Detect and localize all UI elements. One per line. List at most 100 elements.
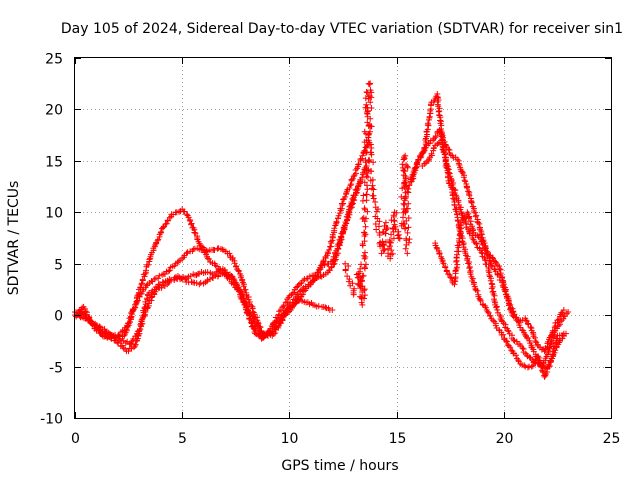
data-point xyxy=(139,288,146,295)
data-point xyxy=(546,363,553,370)
data-point xyxy=(359,273,366,280)
data-point xyxy=(368,94,375,101)
data-point xyxy=(443,164,450,171)
data-point xyxy=(424,120,431,127)
y-tick-label: 5 xyxy=(54,258,63,274)
data-point xyxy=(445,146,452,153)
data-point xyxy=(361,179,368,186)
data-point xyxy=(373,208,380,215)
data-point xyxy=(158,229,165,236)
y-tick-label: -10 xyxy=(40,412,63,428)
data-point xyxy=(347,282,354,289)
data-point xyxy=(149,278,156,285)
data-point xyxy=(132,341,139,348)
data-point xyxy=(482,304,489,311)
data-point xyxy=(367,99,374,106)
data-point xyxy=(473,240,480,247)
data-point xyxy=(380,247,387,254)
data-point xyxy=(239,298,246,305)
x-axis-label: GPS time / hours xyxy=(281,458,398,474)
data-point xyxy=(133,330,140,337)
grid-lines xyxy=(75,58,611,418)
data-point xyxy=(93,322,100,329)
data-point xyxy=(242,306,249,313)
data-point xyxy=(361,139,368,146)
data-point xyxy=(217,266,224,273)
data-point xyxy=(338,233,345,240)
data-point xyxy=(344,273,351,280)
data-point xyxy=(367,177,374,184)
data-point xyxy=(359,289,366,296)
data-point xyxy=(401,154,408,161)
data-point xyxy=(330,261,337,268)
data-point xyxy=(537,363,544,370)
data-point xyxy=(346,184,353,191)
data-point xyxy=(107,334,114,341)
data-point xyxy=(372,199,379,205)
data-point xyxy=(276,308,283,315)
data-point xyxy=(331,260,338,267)
data-point xyxy=(477,296,484,303)
data-point xyxy=(143,295,150,302)
data-point xyxy=(191,229,198,236)
data-point xyxy=(525,335,532,342)
data-point xyxy=(419,150,426,157)
data-point xyxy=(475,234,482,241)
data-point xyxy=(505,342,512,349)
data-point xyxy=(96,323,103,330)
data-point xyxy=(309,277,316,284)
data-point xyxy=(549,327,556,334)
data-point xyxy=(145,261,152,268)
data-point xyxy=(134,297,141,304)
data-point xyxy=(462,178,469,185)
data-points xyxy=(72,80,572,380)
data-point xyxy=(349,195,356,202)
data-point xyxy=(364,208,371,215)
data-point xyxy=(474,287,481,294)
data-point xyxy=(203,247,210,254)
data-point xyxy=(392,223,399,230)
data-point xyxy=(473,212,480,219)
x-tick-label: 5 xyxy=(178,431,187,447)
data-point xyxy=(479,241,486,248)
data-point xyxy=(191,245,198,252)
data-point xyxy=(489,254,496,261)
data-point xyxy=(375,206,382,213)
data-point xyxy=(369,192,376,199)
data-point xyxy=(326,306,333,313)
data-point xyxy=(386,243,393,250)
data-point xyxy=(360,214,367,221)
data-point xyxy=(495,263,502,270)
data-point xyxy=(337,237,344,244)
data-point xyxy=(538,363,545,370)
data-point xyxy=(531,359,538,366)
data-point xyxy=(560,307,567,313)
data-point xyxy=(455,160,462,167)
data-point xyxy=(402,209,409,216)
data-point xyxy=(500,331,507,338)
data-point xyxy=(430,144,437,151)
data-point xyxy=(527,324,534,331)
data-point xyxy=(545,338,552,345)
data-point xyxy=(242,286,249,293)
data-point xyxy=(382,230,389,237)
tick-labels: 0 5 10 15 20 25 -10 -5 0 5 10 15 20 25 xyxy=(40,52,620,448)
data-point xyxy=(248,319,255,326)
data-point xyxy=(368,89,375,96)
data-point xyxy=(101,326,108,333)
data-point xyxy=(382,219,389,226)
data-point xyxy=(453,208,460,215)
data-point xyxy=(363,182,370,189)
data-point xyxy=(245,294,252,301)
data-point xyxy=(505,328,512,335)
data-point xyxy=(181,252,188,259)
data-point xyxy=(138,290,145,297)
data-point xyxy=(154,237,161,244)
data-point xyxy=(79,304,86,311)
data-point xyxy=(161,282,168,289)
data-point xyxy=(206,255,213,262)
data-point xyxy=(376,218,383,225)
data-point xyxy=(554,319,561,326)
data-point xyxy=(196,270,203,277)
data-point xyxy=(554,335,561,342)
